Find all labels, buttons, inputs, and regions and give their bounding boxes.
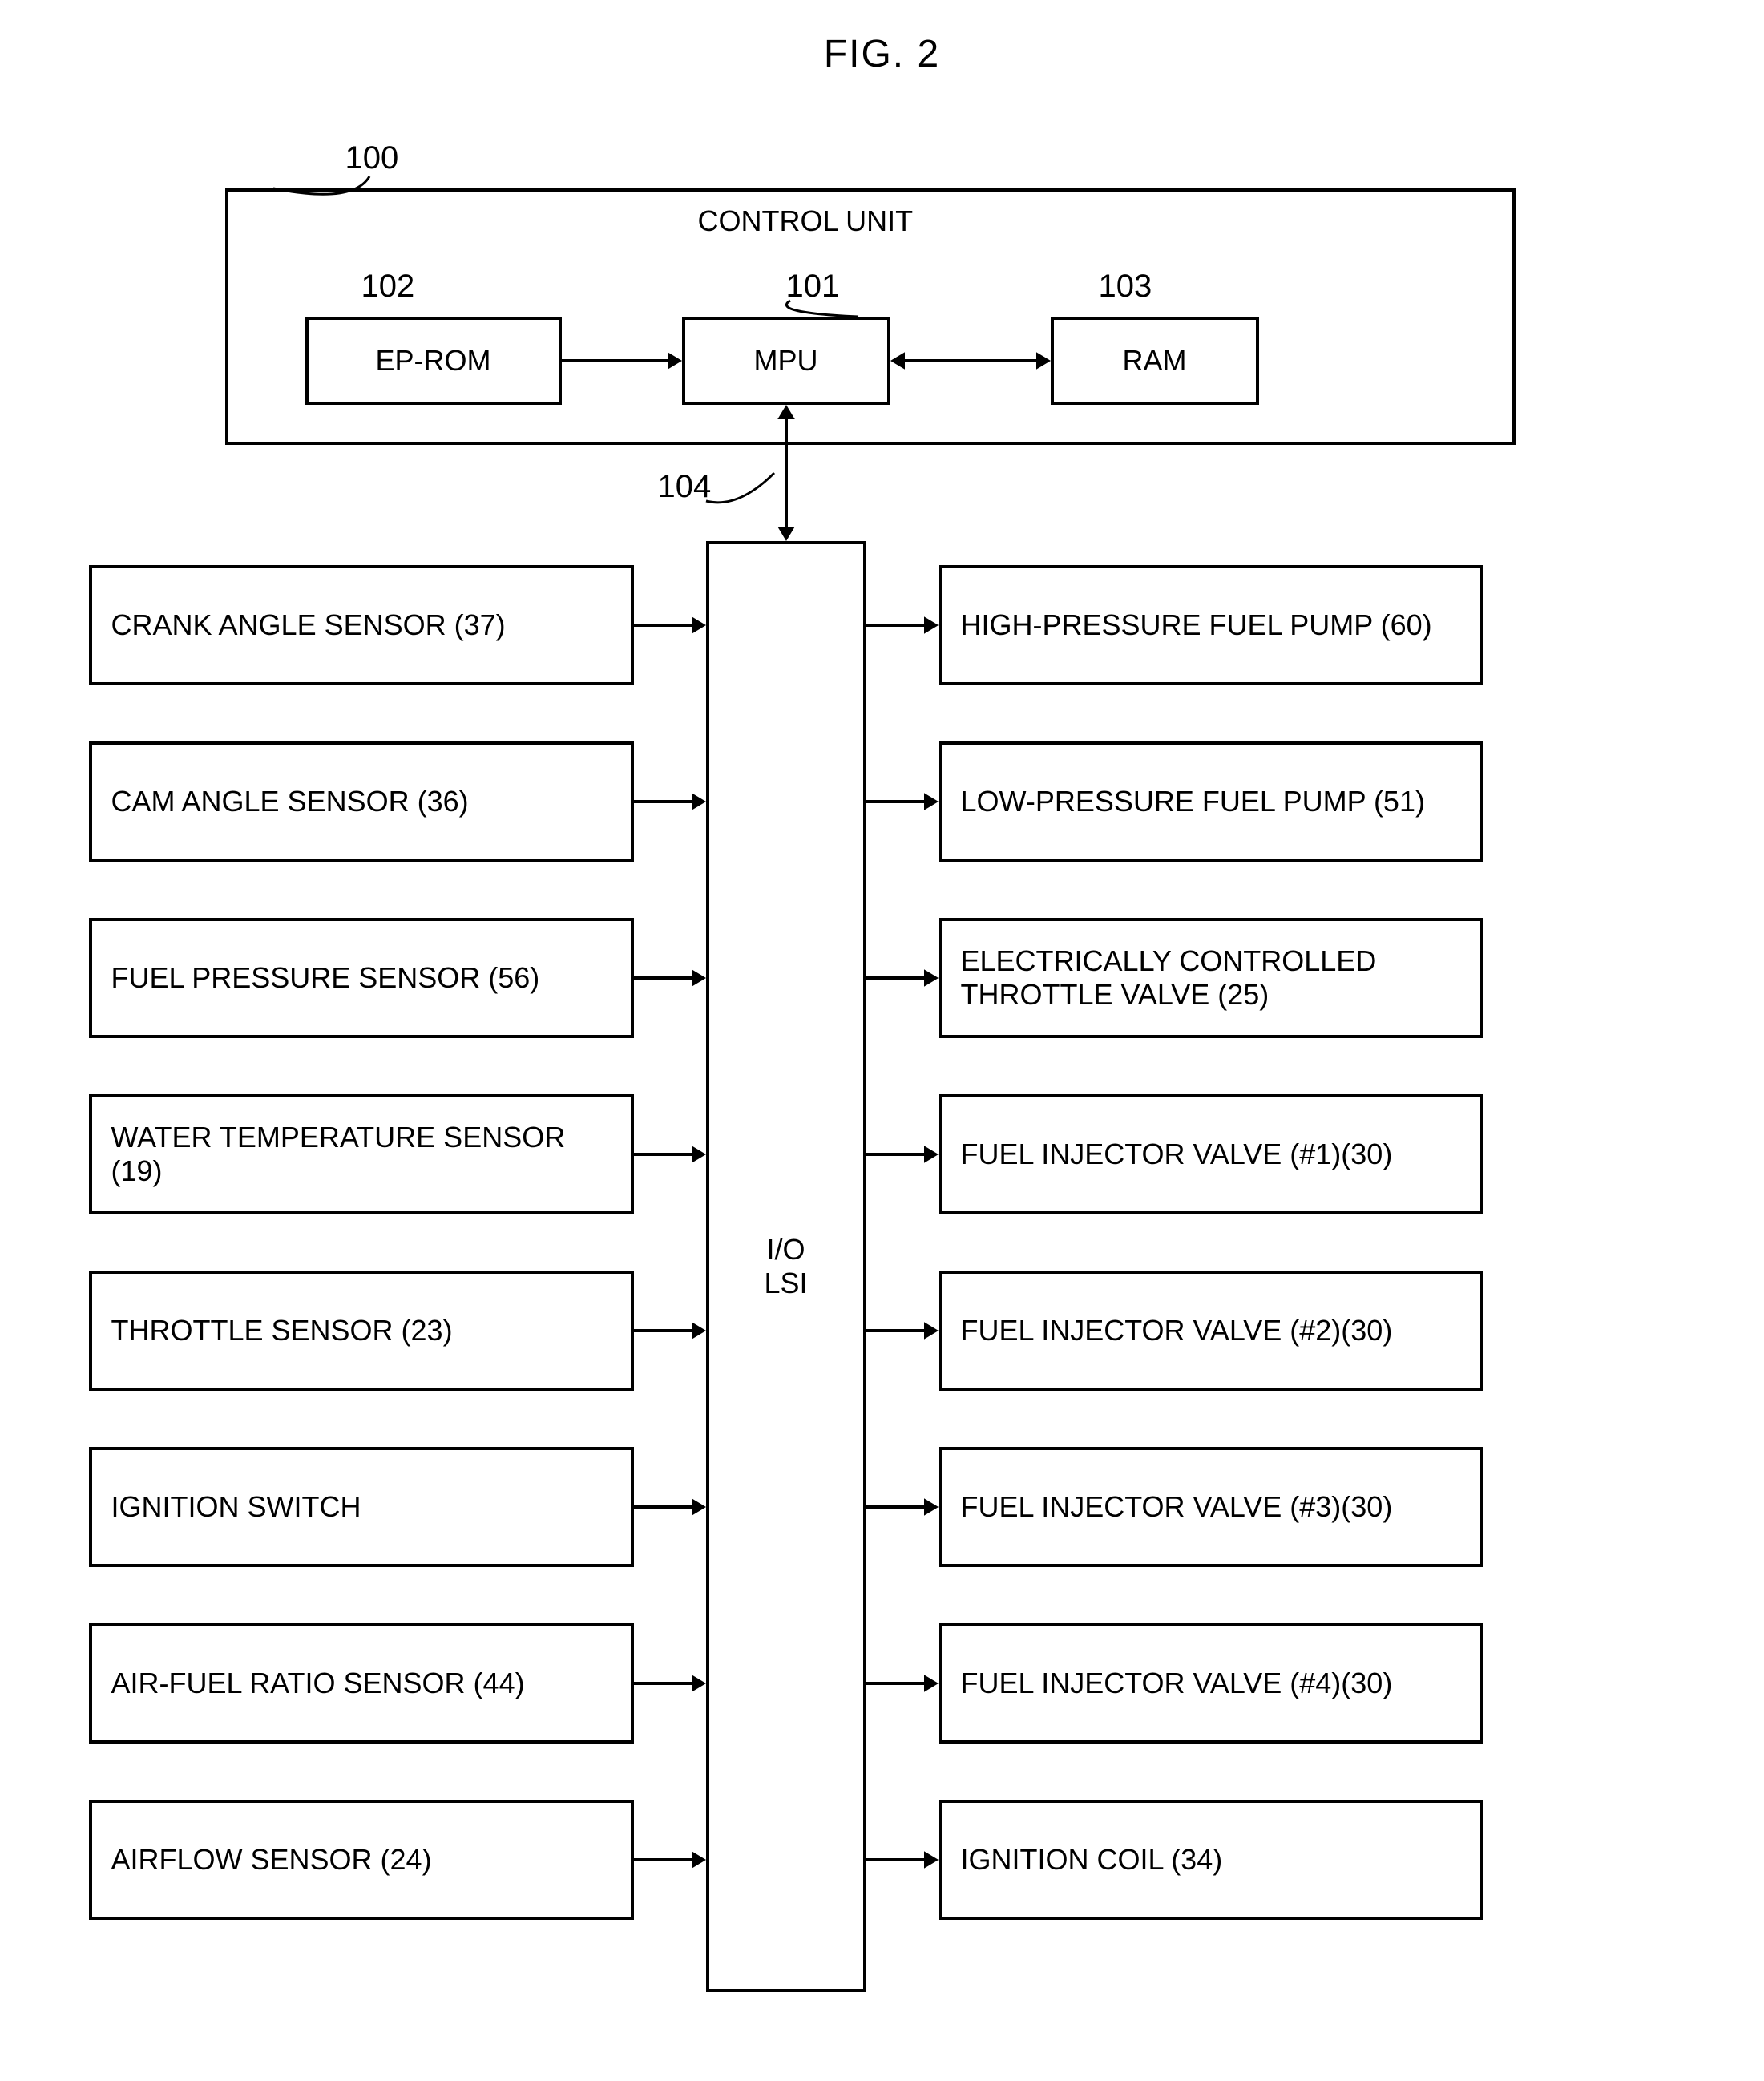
output-box: IGNITION COIL (34) bbox=[939, 1800, 1483, 1920]
ref-104: 104 bbox=[658, 469, 712, 505]
input-box: WATER TEMPERATURE SENSOR (19) bbox=[89, 1094, 634, 1214]
output-box: ELECTRICALLY CONTROLLED THROTTLE VALVE (… bbox=[939, 918, 1483, 1038]
ref-103: 103 bbox=[1099, 269, 1152, 305]
output-box: FUEL INJECTOR VALVE (#3)(30) bbox=[939, 1447, 1483, 1567]
control-unit-label: CONTROL UNIT bbox=[698, 204, 914, 238]
input-box: CRANK ANGLE SENSOR (37) bbox=[89, 565, 634, 685]
input-box: AIR-FUEL RATIO SENSOR (44) bbox=[89, 1623, 634, 1744]
input-box: THROTTLE SENSOR (23) bbox=[89, 1271, 634, 1391]
ref-102: 102 bbox=[361, 269, 415, 305]
io-lsi-label-2: LSI bbox=[764, 1267, 807, 1300]
ref-100: 100 bbox=[345, 140, 399, 176]
io-lsi-box: I/O LSI bbox=[706, 541, 866, 1992]
output-box: FUEL INJECTOR VALVE (#2)(30) bbox=[939, 1271, 1483, 1391]
input-box: FUEL PRESSURE SENSOR (56) bbox=[89, 918, 634, 1038]
output-box: FUEL INJECTOR VALVE (#4)(30) bbox=[939, 1623, 1483, 1744]
ref-101: 101 bbox=[786, 269, 840, 305]
output-box: LOW-PRESSURE FUEL PUMP (51) bbox=[939, 741, 1483, 862]
output-box: FUEL INJECTOR VALVE (#1)(30) bbox=[939, 1094, 1483, 1214]
io-lsi-label-1: I/O bbox=[764, 1233, 807, 1267]
block-diagram: CONTROL UNIT 100 EP-ROM 102 MPU 101 RAM … bbox=[41, 92, 1724, 2016]
mpu-box: MPU bbox=[682, 317, 890, 405]
output-box: HIGH-PRESSURE FUEL PUMP (60) bbox=[939, 565, 1483, 685]
input-box: CAM ANGLE SENSOR (36) bbox=[89, 741, 634, 862]
input-box: IGNITION SWITCH bbox=[89, 1447, 634, 1567]
figure-title: FIG. 2 bbox=[32, 32, 1732, 76]
input-box: AIRFLOW SENSOR (24) bbox=[89, 1800, 634, 1920]
ram-box: RAM bbox=[1051, 317, 1259, 405]
eprom-box: EP-ROM bbox=[305, 317, 562, 405]
